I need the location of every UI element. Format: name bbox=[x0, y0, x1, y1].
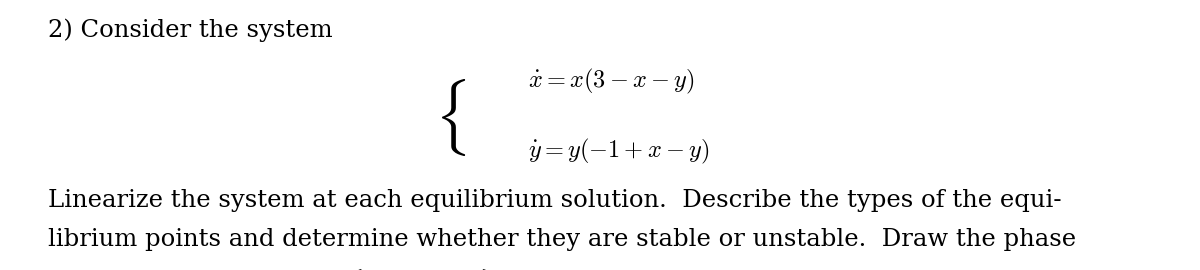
Text: $\{$: $\{$ bbox=[434, 77, 466, 158]
Text: portrait in the quadrant $\{x \geq 0, y \geq 0\}$.: portrait in the quadrant $\{x \geq 0, y … bbox=[48, 267, 502, 270]
Text: librium points and determine whether they are stable or unstable.  Draw the phas: librium points and determine whether the… bbox=[48, 228, 1076, 251]
Text: Linearize the system at each equilibrium solution.  Describe the types of the eq: Linearize the system at each equilibrium… bbox=[48, 189, 1062, 212]
Text: 2) Consider the system: 2) Consider the system bbox=[48, 19, 332, 42]
Text: $\dot{x} = x(3 - x - y)$: $\dot{x} = x(3 - x - y)$ bbox=[528, 66, 695, 96]
Text: $\dot{y} = y(-1 + x - y)$: $\dot{y} = y(-1 + x - y)$ bbox=[528, 137, 709, 166]
